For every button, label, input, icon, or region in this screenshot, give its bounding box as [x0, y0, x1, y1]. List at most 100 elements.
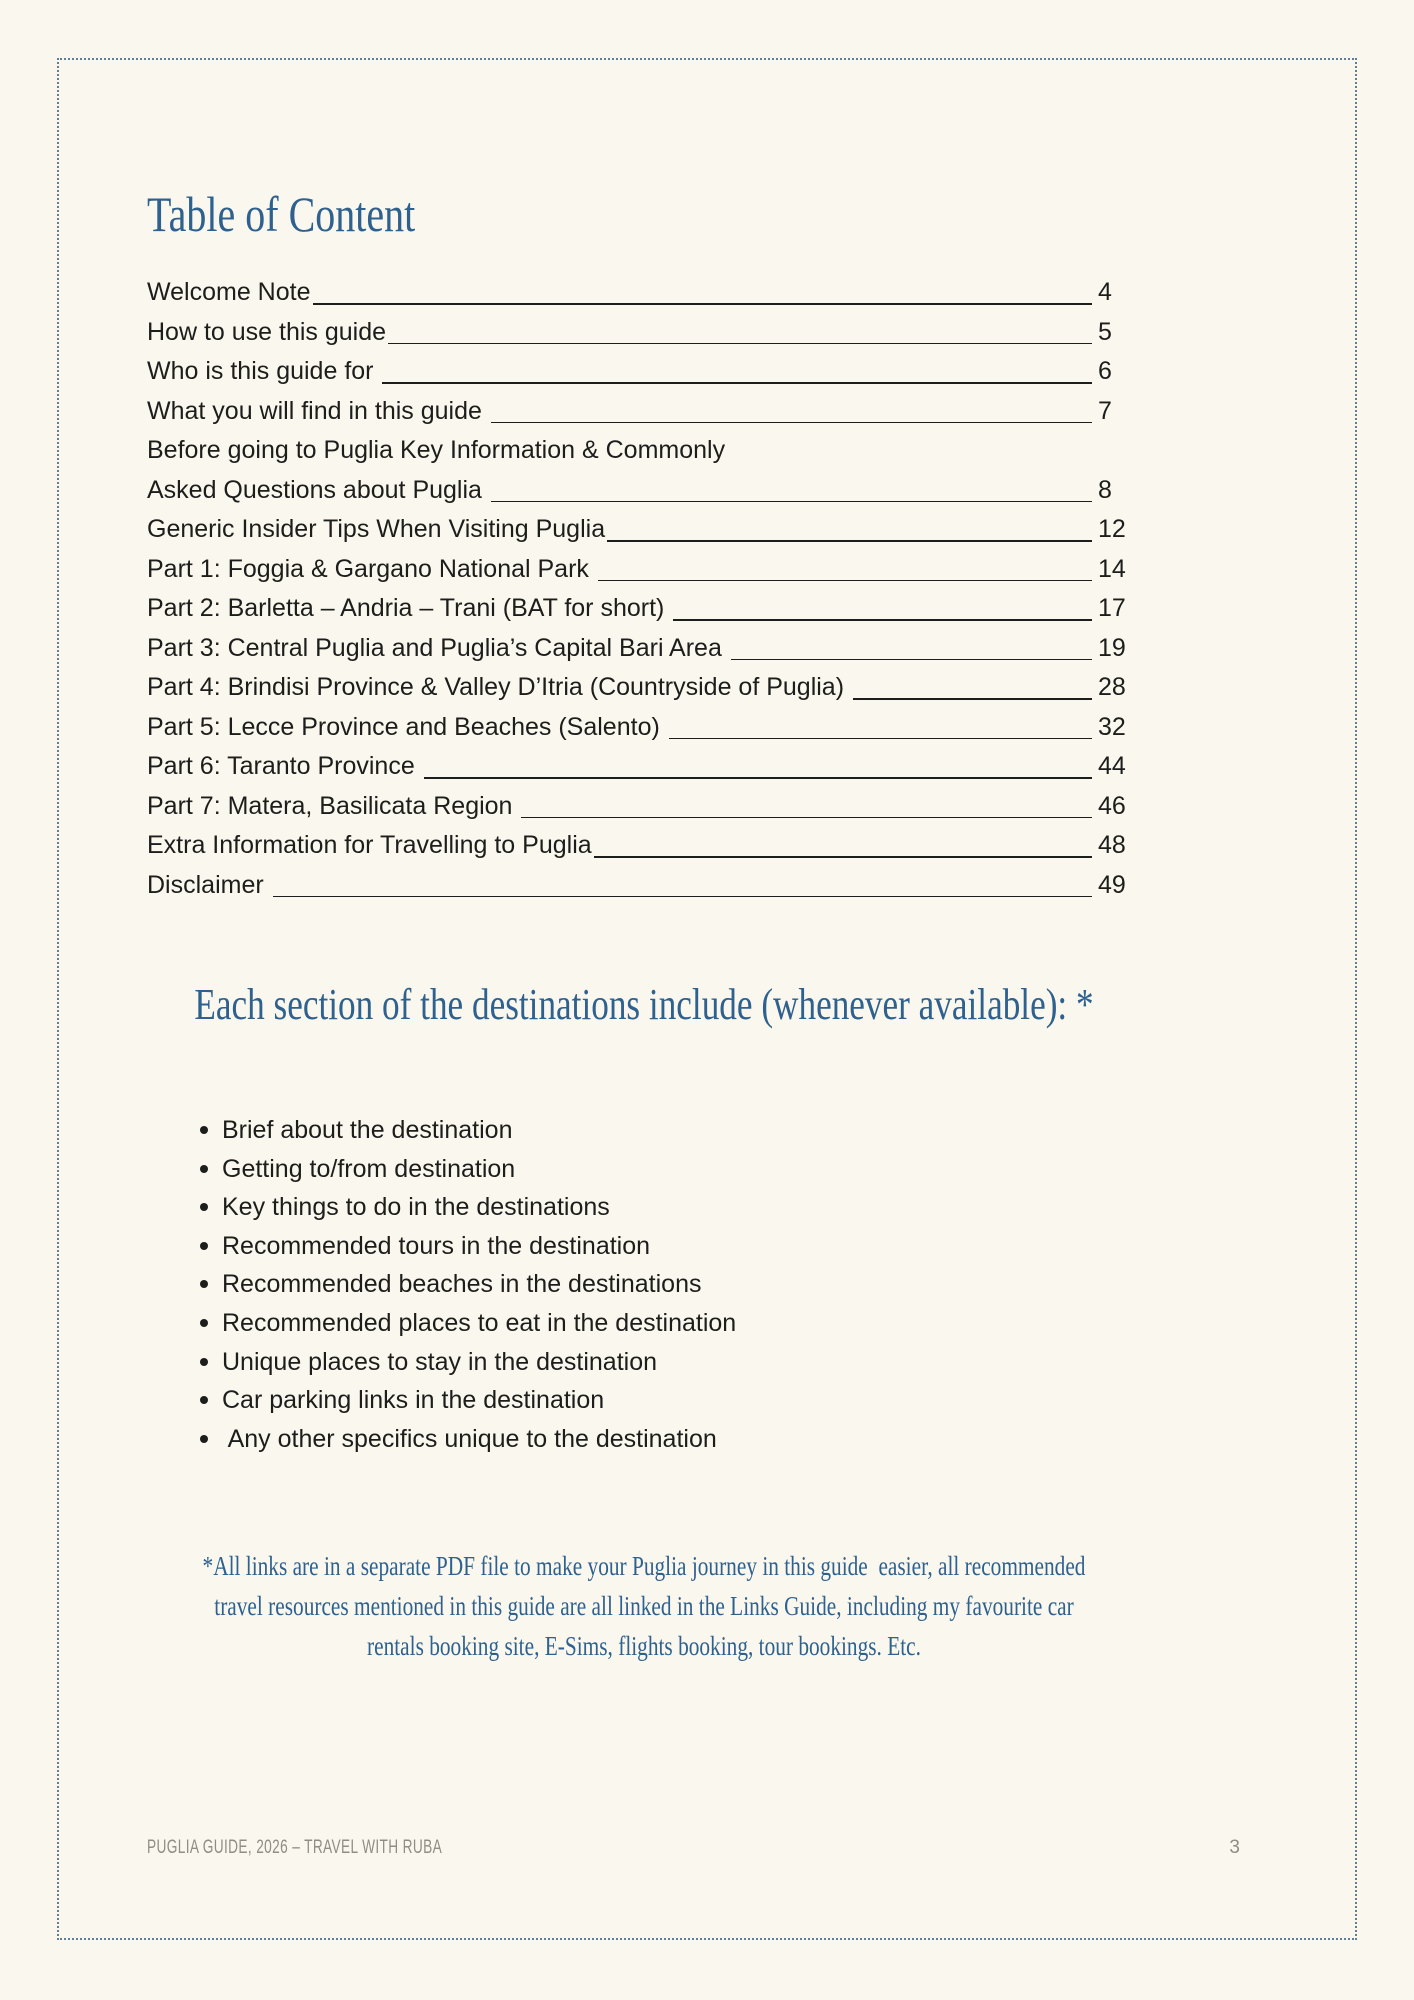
- toc-entry-label: How to use this guide: [147, 317, 387, 346]
- toc-entry[interactable]: Generic Insider Tips When Visiting Pugli…: [147, 510, 1140, 550]
- toc-entry[interactable]: Part 2: Barletta – Andria – Trani (BAT f…: [147, 589, 1140, 629]
- list-item: Recommended places to eat in the destina…: [200, 1304, 1140, 1343]
- toc-page-number: 48: [1098, 831, 1126, 859]
- toc-leader-line: [668, 737, 1092, 739]
- toc-page-number: 17: [1098, 594, 1126, 622]
- toc-entry-label: What you will find in this guide: [147, 396, 489, 425]
- toc-leader-line: [593, 856, 1092, 858]
- list-item-text: Recommended beaches in the destinations: [222, 1270, 702, 1299]
- toc-leader-line: [673, 619, 1092, 621]
- toc-entry-label: Part 6: Taranto Province: [147, 752, 422, 780]
- toc-page-number: 44: [1098, 752, 1126, 780]
- bullet-icon: [200, 1126, 208, 1134]
- list-item-text: Unique places to stay in the destination: [222, 1347, 657, 1376]
- toc-entry[interactable]: Welcome Note 4: [147, 273, 1140, 313]
- page-title-text: Table of Content: [147, 186, 416, 242]
- toc-entry-label: Part 2: Barletta – Andria – Trani (BAT f…: [147, 594, 672, 622]
- toc-leader-line: [490, 500, 1092, 502]
- toc-entry[interactable]: Part 4: Brindisi Province & Valley D’Itr…: [147, 668, 1140, 708]
- toc-entry[interactable]: Part 5: Lecce Province and Beaches (Sale…: [147, 708, 1140, 748]
- footnote-line: *All links are in a separate PDF file to…: [202, 1551, 1086, 1582]
- toc-entry-label: Extra Information for Travelling to Pugl…: [147, 831, 592, 859]
- toc-entry-label: Part 7: Matera, Basilicata Region: [147, 791, 520, 820]
- toc-entry-label: Asked Questions about Puglia: [147, 475, 489, 504]
- toc-entry-label: Generic Insider Tips When Visiting Pugli…: [147, 515, 606, 543]
- toc-entry-label: Part 3: Central Puglia and Puglia’s Capi…: [147, 633, 729, 662]
- footnote-line: rentals booking site, E-Sims, flights bo…: [367, 1631, 921, 1662]
- list-item-text: Any other specifics unique to the destin…: [222, 1424, 717, 1453]
- toc-page-number: 28: [1098, 673, 1126, 701]
- toc-leader-line: [423, 777, 1092, 779]
- toc-leader-line: [852, 698, 1092, 700]
- list-item-text: Key things to do in the destinations: [222, 1193, 610, 1222]
- list-item: Unique places to stay in the destination: [200, 1343, 1140, 1382]
- toc-entry[interactable]: Part 1: Foggia & Gargano National Park 1…: [147, 550, 1140, 590]
- toc-leader-line: [730, 658, 1092, 660]
- toc-entry[interactable]: Asked Questions about Puglia 8: [147, 471, 1140, 511]
- list-item-text: Getting to/from destination: [222, 1154, 516, 1183]
- toc-leader-line: [521, 816, 1092, 818]
- bullet-icon: [200, 1203, 208, 1212]
- toc-page-number: 4: [1098, 278, 1112, 306]
- section-bullet-list: Brief about the destination Getting to/f…: [147, 1111, 1140, 1458]
- toc-entry-label: Part 1: Foggia & Gargano National Park: [147, 554, 596, 583]
- toc-entry[interactable]: Part 6: Taranto Province 44: [147, 747, 1140, 787]
- bullet-icon: [200, 1241, 208, 1250]
- toc-entry[interactable]: What you will find in this guide 7: [147, 392, 1140, 432]
- toc-entry[interactable]: Extra Information for Travelling to Pugl…: [147, 826, 1140, 866]
- toc-entry-continued-first-line[interactable]: Before going to Puglia Key Information &…: [147, 431, 1140, 471]
- bullet-icon: [200, 1434, 208, 1443]
- toc-page-number: 6: [1098, 357, 1112, 385]
- list-item-text: Car parking links in the destination: [222, 1386, 605, 1415]
- toc-page-number: 46: [1098, 791, 1126, 820]
- list-item: Car parking links in the destination: [200, 1381, 1140, 1420]
- toc-entry[interactable]: Part 3: Central Puglia and Puglia’s Capi…: [147, 629, 1140, 669]
- toc-entry[interactable]: How to use this guide 5: [147, 313, 1140, 353]
- toc-page-number: 19: [1098, 633, 1126, 662]
- toc-entry-label: Part 4: Brindisi Province & Valley D’Itr…: [147, 673, 851, 701]
- toc-leader-line: [490, 421, 1092, 423]
- bullet-icon: [200, 1318, 208, 1327]
- toc-page-number: 32: [1098, 712, 1126, 741]
- toc-entry[interactable]: Who is this guide for 6: [147, 352, 1140, 392]
- page-title: Table of Content: [147, 186, 1140, 242]
- toc-leader-line: [272, 895, 1092, 897]
- toc-entry-label: Who is this guide for: [147, 357, 381, 385]
- list-item: Key things to do in the destinations: [200, 1188, 1140, 1227]
- toc-leader-line: [388, 342, 1092, 344]
- toc-page-number: 14: [1098, 554, 1126, 583]
- page-footer: PUGLIA GUIDE, 2026 – TRAVEL WITH RUBA 3: [147, 1836, 1240, 1860]
- toc-leader-line: [382, 382, 1092, 384]
- toc-entry-label: Welcome Note: [147, 278, 311, 306]
- list-item: Brief about the destination: [200, 1111, 1140, 1150]
- footnote-line: travel resources mentioned in this guide…: [214, 1591, 1074, 1622]
- list-item: Getting to/from destination: [200, 1150, 1140, 1189]
- list-item-text: Recommended tours in the destination: [222, 1231, 651, 1260]
- list-item: Any other specifics unique to the destin…: [200, 1420, 1140, 1459]
- footer-guide-title: PUGLIA GUIDE, 2026 – TRAVEL WITH RUBA: [147, 1837, 443, 1858]
- links-footnote: *All links are in a separate PDF file to…: [131, 1546, 1158, 1666]
- bullet-icon: [200, 1357, 208, 1366]
- toc-page-number: 49: [1098, 870, 1126, 899]
- list-item-text: Brief about the destination: [222, 1116, 513, 1144]
- toc-entry-label: Part 5: Lecce Province and Beaches (Sale…: [147, 712, 667, 741]
- toc-entry-label: Before going to Puglia Key Information &…: [147, 436, 726, 464]
- toc-entry-label: Disclaimer: [147, 870, 271, 899]
- toc-page-number: 8: [1098, 475, 1112, 504]
- bullet-icon: [200, 1396, 208, 1405]
- toc-entry[interactable]: Disclaimer 49: [147, 866, 1140, 906]
- table-of-contents: Welcome Note 4 How to use this guide 5 W…: [147, 273, 1140, 905]
- toc-page-number: 7: [1098, 396, 1112, 425]
- bullet-icon: [200, 1280, 208, 1289]
- page-content: Table of Content Welcome Note 4 How to u…: [147, 0, 1140, 1666]
- list-item: Recommended beaches in the destinations: [200, 1265, 1140, 1304]
- toc-page-number: 5: [1098, 317, 1112, 346]
- bullet-icon: [200, 1164, 208, 1173]
- list-item-text: Recommended places to eat in the destina…: [222, 1308, 737, 1337]
- toc-leader-line: [312, 303, 1092, 305]
- toc-page-number: 12: [1098, 515, 1126, 543]
- footer-page-number: 3: [1229, 1837, 1240, 1858]
- toc-leader-line: [607, 540, 1092, 542]
- toc-entry[interactable]: Part 7: Matera, Basilicata Region 46: [147, 787, 1140, 827]
- section-heading: Each section of the destinations include…: [194, 980, 1094, 1029]
